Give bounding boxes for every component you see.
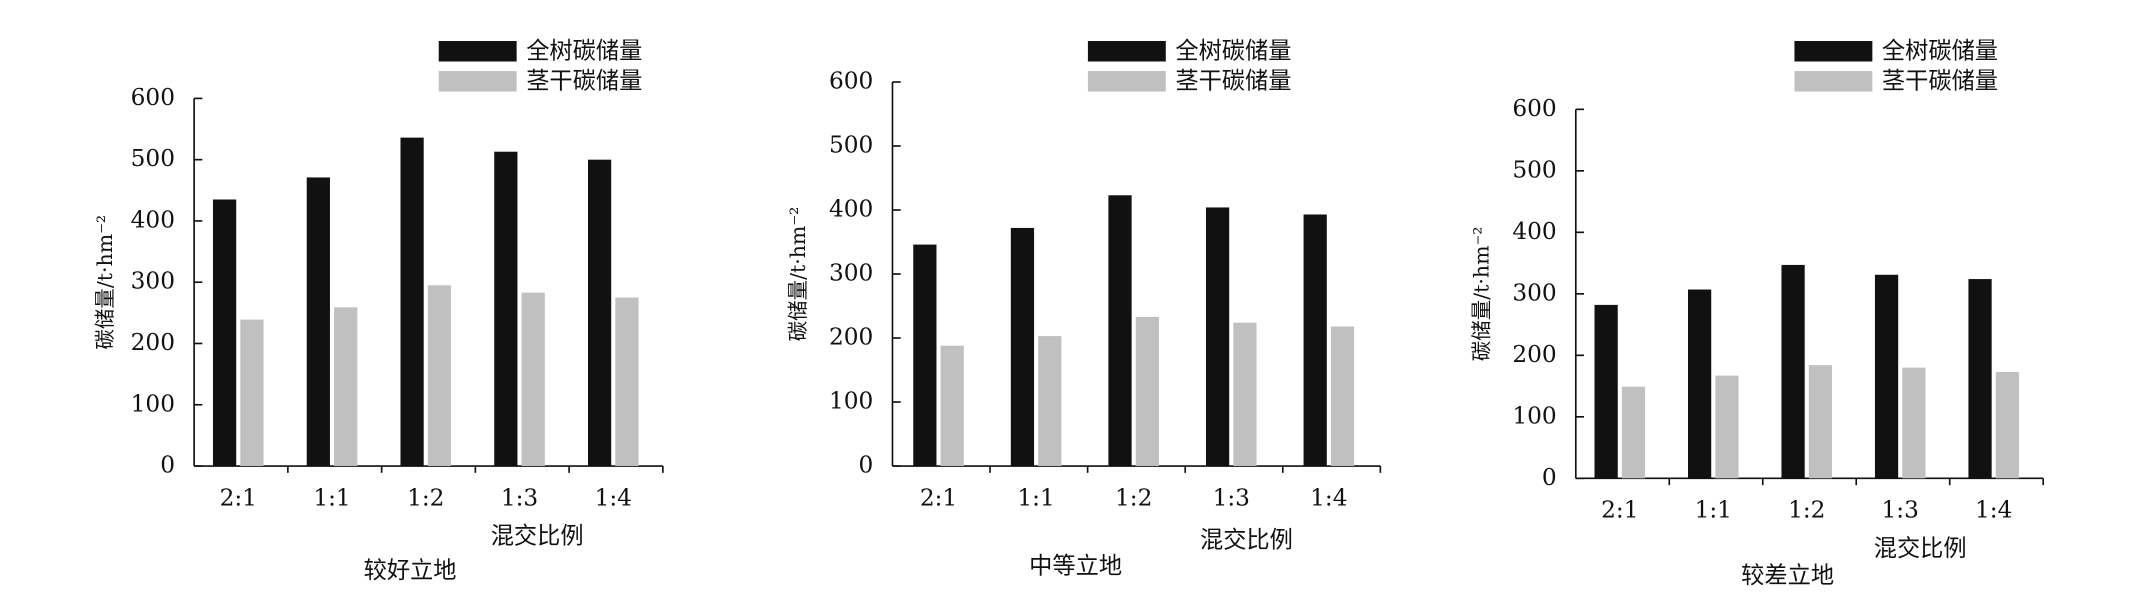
bar (1808, 365, 1833, 479)
y-tick-label: 400 (829, 196, 873, 223)
legend-swatch (1794, 71, 1873, 92)
y-tick-label: 300 (1512, 279, 1556, 306)
y-tick-label: 200 (131, 329, 175, 356)
y-tick-label: 100 (1512, 402, 1556, 429)
chart-title: 较好立地 (364, 557, 457, 584)
x-tick-label: 1:3 (501, 484, 538, 511)
y-tick-label: 500 (131, 145, 175, 172)
bar (1715, 375, 1739, 479)
x-axis-label: 混交比例 (1874, 535, 1967, 562)
legend-label: 茎干碳储量 (1882, 67, 1998, 94)
bar (212, 199, 237, 467)
x-tick-label: 1:2 (1788, 497, 1825, 524)
bar (521, 292, 545, 467)
legend-swatch (1087, 71, 1166, 92)
y-tick-label: 0 (160, 452, 175, 479)
legend-label: 全树碳储量 (526, 37, 642, 64)
y-tick-label: 200 (829, 324, 873, 351)
bar (1205, 207, 1230, 467)
bar (1108, 195, 1132, 467)
bar (1038, 336, 1062, 467)
y-tick-label: 200 (1512, 341, 1556, 368)
y-tick-label: 100 (131, 390, 175, 417)
bar (1621, 386, 1646, 479)
bar (1874, 274, 1899, 479)
y-tick-label: 0 (1542, 464, 1557, 491)
bar (1781, 264, 1805, 479)
bar (1687, 289, 1712, 479)
y-tick-label: 600 (829, 67, 873, 94)
legend-label: 全树碳储量 (1175, 37, 1291, 64)
bar (1135, 316, 1159, 467)
legend-swatch (1087, 40, 1166, 62)
y-tick-label: 600 (131, 84, 175, 111)
y-tick-label: 300 (131, 268, 175, 295)
y-axis-label: 碳储量/t·hm⁻² (786, 207, 810, 342)
bar (400, 137, 424, 467)
bar (1330, 326, 1355, 467)
x-tick-label: 2:1 (920, 484, 957, 511)
bar (587, 159, 612, 467)
y-tick-label: 500 (829, 132, 873, 159)
x-tick-label: 1:2 (1115, 484, 1152, 511)
legend-label: 茎干碳储量 (1175, 67, 1291, 94)
bar (427, 285, 452, 467)
y-tick-label: 500 (1512, 156, 1556, 183)
bar (306, 177, 330, 467)
bar (1902, 367, 1926, 479)
bar (940, 345, 964, 467)
bar (1995, 371, 2019, 479)
bar (615, 297, 639, 467)
x-tick-label: 2:1 (1601, 497, 1638, 524)
legend-swatch (438, 71, 517, 92)
bar (913, 244, 937, 467)
bar (334, 307, 358, 467)
legend-swatch (438, 40, 517, 62)
x-tick-label: 1:3 (1213, 484, 1250, 511)
x-tick-label: 1:3 (1882, 497, 1919, 524)
y-tick-label: 0 (859, 452, 874, 479)
bar (1594, 304, 1618, 479)
bar (494, 151, 518, 467)
bar (1010, 227, 1035, 467)
x-tick-label: 1:1 (1017, 484, 1054, 511)
x-tick-label: 1:4 (1310, 484, 1347, 511)
x-tick-label: 2:1 (220, 484, 257, 511)
y-tick-label: 600 (1512, 95, 1556, 122)
x-tick-label: 1:4 (595, 484, 632, 511)
x-tick-label: 1:1 (313, 484, 350, 511)
bar (1968, 279, 1992, 479)
y-tick-label: 400 (131, 206, 175, 233)
legend-swatch (1794, 40, 1873, 62)
bar (1303, 214, 1327, 467)
y-axis-label: 碳储量/t·hm⁻² (93, 215, 117, 350)
x-axis-label: 混交比例 (491, 523, 584, 550)
y-tick-label: 400 (1512, 218, 1556, 245)
chart-title: 较差立地 (1741, 562, 1834, 589)
chart-title: 中等立地 (1029, 553, 1122, 580)
y-axis-label: 碳储量/t·hm⁻² (1469, 226, 1493, 361)
x-tick-label: 1:1 (1695, 497, 1732, 524)
y-tick-label: 100 (829, 388, 873, 415)
x-axis-label: 混交比例 (1200, 527, 1293, 554)
legend-label: 全树碳储量 (1882, 37, 1998, 64)
x-tick-label: 1:4 (1975, 497, 2012, 524)
y-tick-label: 300 (829, 260, 873, 287)
legend-label: 茎干碳储量 (526, 67, 642, 94)
bar (240, 319, 264, 467)
bar (1233, 322, 1257, 467)
x-tick-label: 1:2 (407, 484, 444, 511)
